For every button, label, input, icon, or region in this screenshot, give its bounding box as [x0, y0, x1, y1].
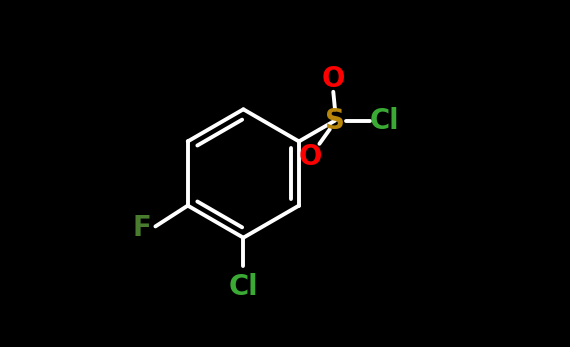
Text: Cl: Cl	[229, 273, 258, 301]
Text: Cl: Cl	[369, 107, 399, 135]
Text: S: S	[325, 107, 345, 135]
Text: F: F	[133, 214, 152, 242]
Text: O: O	[299, 143, 323, 171]
Text: O: O	[321, 65, 345, 93]
